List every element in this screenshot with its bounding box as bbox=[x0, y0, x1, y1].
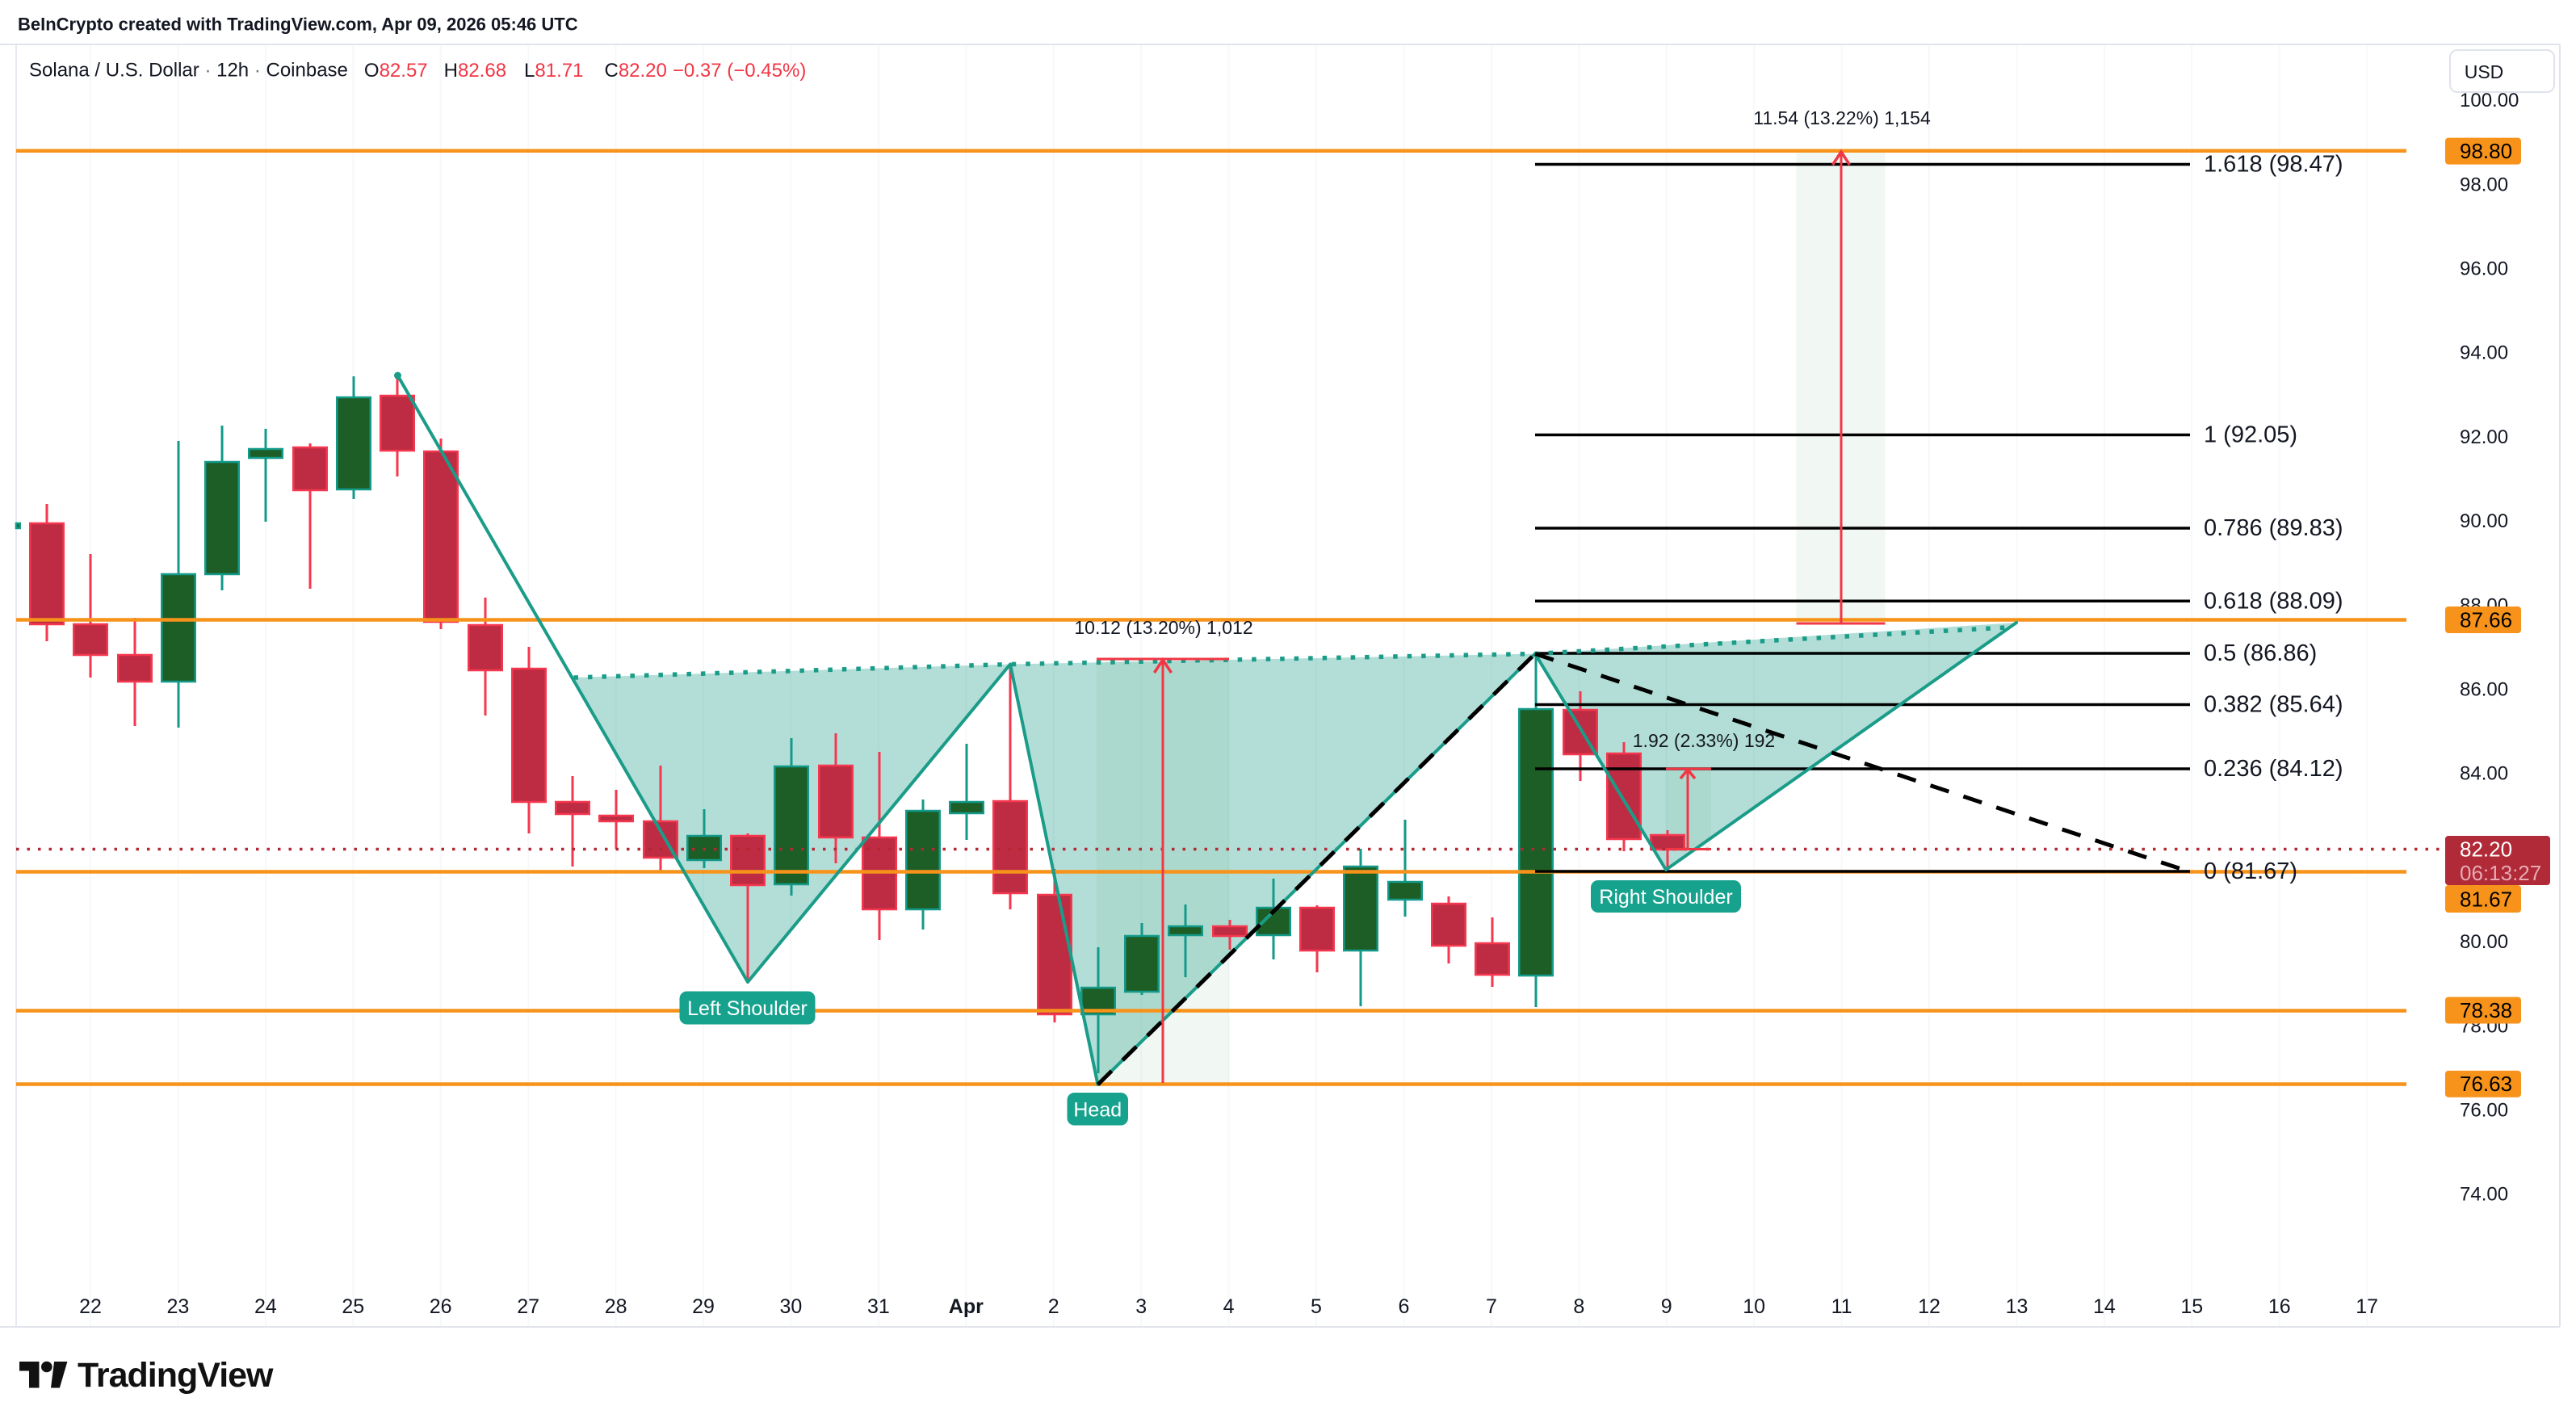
svg-text:82.20: 82.20 bbox=[2460, 837, 2512, 862]
svg-text:Head: Head bbox=[1073, 1098, 1122, 1121]
svg-text:76.00: 76.00 bbox=[2460, 1100, 2508, 1122]
svg-text:80.00: 80.00 bbox=[2460, 931, 2508, 953]
svg-text:90.00: 90.00 bbox=[2460, 510, 2508, 532]
svg-text:Left Shoulder: Left Shoulder bbox=[687, 997, 808, 1020]
svg-text:10: 10 bbox=[1743, 1295, 1765, 1318]
svg-text:22: 22 bbox=[79, 1295, 102, 1318]
svg-text:06:13:27: 06:13:27 bbox=[2460, 861, 2541, 885]
svg-text:28: 28 bbox=[605, 1295, 627, 1318]
svg-text:25: 25 bbox=[342, 1295, 364, 1318]
svg-text:24: 24 bbox=[254, 1295, 277, 1318]
svg-text:TradingView: TradingView bbox=[78, 1356, 274, 1395]
svg-text:100.00: 100.00 bbox=[2460, 90, 2519, 111]
svg-text:74.00: 74.00 bbox=[2460, 1184, 2508, 1206]
svg-text:13: 13 bbox=[2006, 1295, 2028, 1318]
svg-text:26: 26 bbox=[430, 1295, 452, 1318]
svg-text:92.00: 92.00 bbox=[2460, 426, 2508, 448]
svg-text:17: 17 bbox=[2356, 1295, 2378, 1318]
svg-text:1 (92.05): 1 (92.05) bbox=[2204, 422, 2297, 448]
svg-text:78.38: 78.38 bbox=[2460, 998, 2512, 1022]
svg-text:8: 8 bbox=[1573, 1295, 1584, 1318]
svg-text:27: 27 bbox=[517, 1295, 539, 1318]
svg-text:10.12 (13.20%) 1,012: 10.12 (13.20%) 1,012 bbox=[1074, 617, 1252, 638]
svg-text:0 (81.67): 0 (81.67) bbox=[2204, 858, 2297, 884]
svg-text:3: 3 bbox=[1135, 1295, 1147, 1318]
svg-text:76.63: 76.63 bbox=[2460, 1072, 2512, 1096]
svg-text:0.618 (88.09): 0.618 (88.09) bbox=[2204, 588, 2343, 614]
svg-text:15: 15 bbox=[2180, 1295, 2203, 1318]
svg-text:0.382 (85.64): 0.382 (85.64) bbox=[2204, 692, 2343, 718]
svg-text:12: 12 bbox=[1918, 1295, 1940, 1318]
svg-text:5: 5 bbox=[1311, 1295, 1322, 1318]
svg-text:USD: USD bbox=[2465, 61, 2504, 82]
svg-text:31: 31 bbox=[867, 1295, 890, 1318]
svg-text:86.00: 86.00 bbox=[2460, 679, 2508, 701]
svg-text:84.00: 84.00 bbox=[2460, 763, 2508, 785]
svg-text:Solana / U.S. Dollar · 12h · C: Solana / U.S. Dollar · 12h · Coinbase O82… bbox=[29, 60, 806, 82]
svg-text:2: 2 bbox=[1048, 1295, 1059, 1318]
svg-text:30: 30 bbox=[779, 1295, 802, 1318]
svg-text:7: 7 bbox=[1486, 1295, 1497, 1318]
svg-text:87.66: 87.66 bbox=[2460, 608, 2512, 632]
svg-text:4: 4 bbox=[1223, 1295, 1235, 1318]
svg-text:98.00: 98.00 bbox=[2460, 174, 2508, 195]
svg-text:96.00: 96.00 bbox=[2460, 258, 2508, 280]
svg-text:81.67: 81.67 bbox=[2460, 888, 2512, 912]
svg-text:0.786 (89.83): 0.786 (89.83) bbox=[2204, 515, 2343, 541]
svg-text:98.80: 98.80 bbox=[2460, 139, 2512, 163]
svg-text:9: 9 bbox=[1661, 1295, 1672, 1318]
svg-text:29: 29 bbox=[692, 1295, 715, 1318]
svg-text:1.618 (98.47): 1.618 (98.47) bbox=[2204, 152, 2343, 178]
svg-text:Apr: Apr bbox=[949, 1295, 984, 1318]
svg-text:14: 14 bbox=[2093, 1295, 2116, 1318]
svg-text:94.00: 94.00 bbox=[2460, 342, 2508, 364]
svg-text:11: 11 bbox=[1831, 1295, 1852, 1318]
svg-text:16: 16 bbox=[2268, 1295, 2291, 1318]
svg-text:6: 6 bbox=[1399, 1295, 1410, 1318]
svg-text:1.92 (2.33%) 192: 1.92 (2.33%) 192 bbox=[1633, 730, 1775, 751]
svg-text:11.54 (13.22%) 1,154: 11.54 (13.22%) 1,154 bbox=[1753, 107, 1931, 128]
svg-text:Right Shoulder: Right Shoulder bbox=[1599, 886, 1732, 909]
svg-text:BeInCrypto created with Tradin: BeInCrypto created with TradingView.com,… bbox=[18, 15, 578, 35]
svg-text:0.236 (84.12): 0.236 (84.12) bbox=[2204, 756, 2343, 782]
svg-text:0.5 (86.86): 0.5 (86.86) bbox=[2204, 640, 2317, 666]
svg-text:23: 23 bbox=[166, 1295, 189, 1318]
